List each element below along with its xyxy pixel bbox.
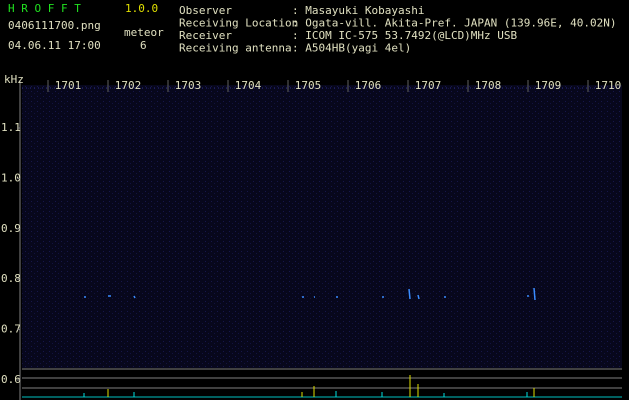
y-label: 0.9 (1, 222, 21, 235)
x-label: 1710 (595, 79, 622, 92)
echoes (84, 287, 536, 301)
x-label: 1708 (475, 79, 502, 92)
info-label: Receiving Location (179, 17, 298, 30)
y-label: 0.7 (1, 323, 21, 336)
x-label: 1706 (355, 79, 382, 92)
y-label: 0.6 (1, 373, 21, 386)
app-name: H R O F F T (8, 2, 81, 15)
info-value: : A504HB(yagi 4el) (292, 42, 411, 55)
x-label: 1701 (55, 79, 82, 92)
y-label: 0.8 (1, 272, 21, 285)
datetime: 04.06.11 17:00 (8, 39, 101, 52)
info-label: Receiving antenna (179, 42, 292, 55)
trace-area (22, 368, 622, 398)
x-label: 1704 (235, 79, 262, 92)
app-version: 1.0.0 (125, 2, 158, 15)
spectrogram (22, 85, 622, 368)
y-label: 1.0 (1, 171, 21, 184)
info-value: : Ogata-vill. Akita-Pref. JAPAN (139.96E… (292, 17, 617, 30)
meteor-label: meteor (124, 26, 164, 39)
info-label: Observer (179, 4, 232, 17)
x-label: 1705 (295, 79, 322, 92)
x-label: 1709 (535, 79, 562, 92)
x-label: 1707 (415, 79, 442, 92)
x-label: 1702 (115, 79, 142, 92)
meteor-count: 6 (140, 39, 147, 52)
y-unit: kHz (4, 73, 24, 86)
info-label: Receiver (179, 29, 232, 42)
x-label: 1703 (175, 79, 202, 92)
info-value: : ICOM IC-575 53.7492(@LCD)MHz USB (292, 29, 518, 42)
info-value: : Masayuki Kobayashi (292, 4, 424, 17)
y-label: 1.1 (1, 121, 21, 134)
file-name: 0406111700.png (8, 19, 101, 32)
